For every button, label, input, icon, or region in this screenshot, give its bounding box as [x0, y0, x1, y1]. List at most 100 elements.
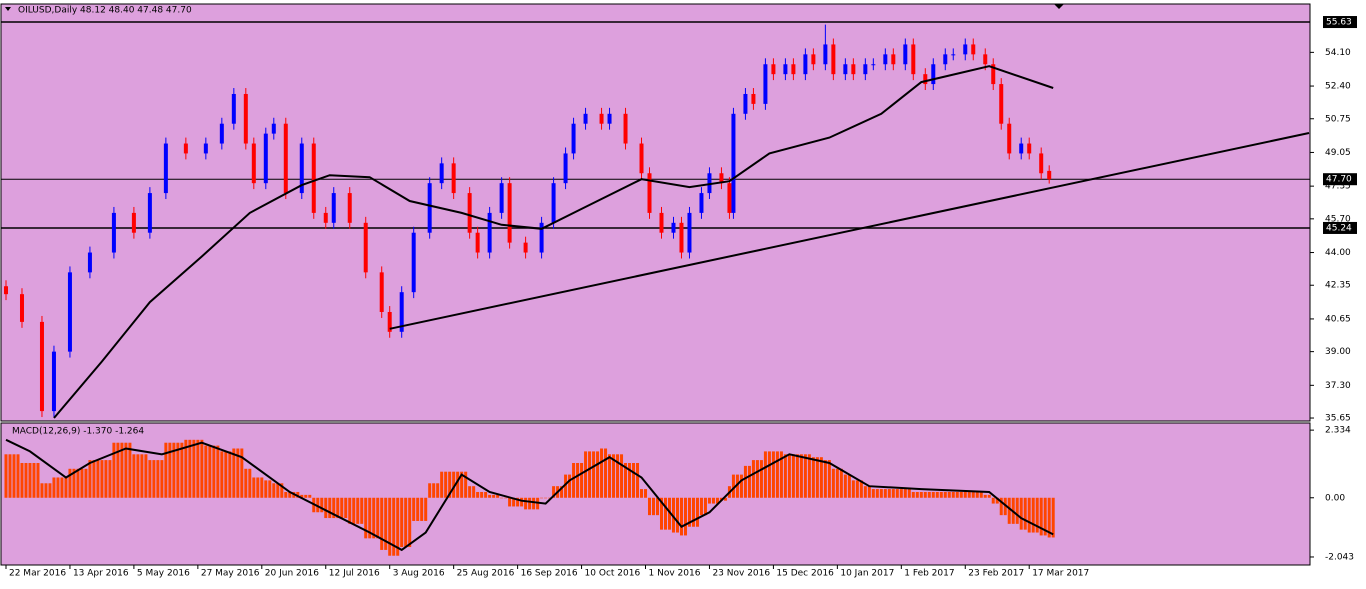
- y-tick-label: 42.35: [1325, 281, 1351, 291]
- shift-marker: [1054, 4, 1064, 9]
- candle-body: [647, 173, 652, 213]
- macd-bar: [492, 494, 496, 498]
- macd-bar: [24, 462, 28, 498]
- candle-body: [147, 193, 152, 233]
- macd-bar: [576, 462, 580, 498]
- macd-bar: [947, 491, 951, 498]
- macd-bar: [32, 462, 36, 498]
- level-label-box: [1323, 173, 1357, 186]
- macd-bar: [652, 497, 656, 516]
- macd-bar: [620, 454, 624, 498]
- macd-bar: [460, 471, 464, 498]
- macd-bar: [124, 442, 128, 498]
- macd-bar: [272, 483, 276, 498]
- candle-body: [507, 183, 512, 243]
- candle-body: [551, 183, 556, 223]
- macd-bar: [775, 451, 779, 498]
- macd-bar: [304, 494, 308, 498]
- y-tick-label: -2.043: [1325, 552, 1354, 562]
- y-tick-label: 35.65: [1325, 414, 1351, 424]
- macd-bar: [300, 494, 304, 498]
- macd-bar: [875, 489, 879, 498]
- macd-bar: [1043, 497, 1047, 536]
- macd-bar: [420, 497, 424, 521]
- macd-bar: [208, 445, 212, 498]
- x-tick-label: 17 Mar 2017: [1032, 569, 1089, 579]
- macd-bar: [76, 468, 80, 498]
- macd-bar: [392, 497, 396, 556]
- macd-bar: [819, 457, 823, 498]
- macd-bar: [592, 451, 596, 498]
- macd-bar: [244, 468, 248, 498]
- candle-body: [891, 54, 896, 65]
- macd-bar: [44, 483, 48, 498]
- macd-bar: [84, 468, 88, 498]
- macd-bar: [504, 497, 508, 499]
- macd-bar: [328, 497, 332, 519]
- candle-body: [911, 44, 916, 75]
- y-tick-label: 47.35: [1325, 182, 1351, 192]
- candle-body: [983, 54, 988, 65]
- candle-body: [923, 74, 928, 85]
- macd-bar: [883, 489, 887, 498]
- macd-bar: [188, 439, 192, 498]
- macd-bar: [152, 460, 156, 498]
- macd-bar: [296, 491, 300, 498]
- candle-body: [727, 183, 732, 213]
- macd-bar: [196, 439, 200, 498]
- macd-bar: [580, 462, 584, 498]
- macd-bar: [68, 468, 72, 498]
- macd-bar: [284, 491, 288, 498]
- x-tick-label: 22 Mar 2016: [9, 569, 66, 579]
- macd-bar: [472, 486, 476, 498]
- macd-bar: [783, 454, 787, 498]
- macd-bar: [943, 491, 947, 498]
- macd-bar: [807, 454, 811, 498]
- candle-body: [991, 64, 996, 85]
- candle-body: [971, 44, 976, 55]
- macd-bar: [48, 483, 52, 498]
- candle-body: [183, 143, 188, 154]
- candle-body: [523, 242, 528, 253]
- macd-bar: [128, 442, 132, 498]
- candle-body: [427, 183, 432, 233]
- candle-body: [283, 123, 288, 194]
- macd-bar: [368, 497, 372, 539]
- macd-bar: [843, 474, 847, 498]
- candle-body: [347, 193, 352, 223]
- macd-bar: [476, 491, 480, 498]
- candle-body: [163, 143, 168, 194]
- macd-title: MACD(12,26,9) -1.370 -1.264: [12, 427, 144, 437]
- menu-arrow[interactable]: [5, 7, 11, 11]
- macd-bar: [436, 483, 440, 498]
- chart-title: OILUSD,Daily 48.12 48.40 47.48 47.70: [18, 6, 192, 16]
- macd-bar: [336, 497, 340, 519]
- macd-bar: [280, 483, 284, 498]
- macd-signal: [5, 438, 1054, 552]
- macd-bar: [763, 451, 767, 498]
- macd-bar: [116, 442, 120, 498]
- macd-bar: [699, 497, 703, 516]
- macd-bar: [428, 483, 432, 498]
- macd-bar: [548, 497, 552, 499]
- macd-bar: [220, 451, 224, 498]
- macd-bar: [52, 477, 56, 498]
- candle-body: [831, 44, 836, 75]
- macd-bar: [911, 491, 915, 498]
- macd-bar: [588, 451, 592, 498]
- macd-bar: [372, 497, 376, 539]
- candle-body: [563, 153, 568, 184]
- candle-body: [743, 93, 748, 114]
- macd-bar: [440, 471, 444, 498]
- macd-bar: [915, 491, 919, 498]
- macd-bar: [999, 497, 1003, 516]
- candle-body: [439, 163, 444, 184]
- candle-body: [999, 84, 1004, 124]
- macd-bar: [364, 497, 368, 539]
- macd-bar: [564, 474, 568, 498]
- candle-body: [843, 64, 848, 75]
- macd-bar: [528, 497, 532, 510]
- macd-bar: [156, 460, 160, 498]
- macd-bar: [236, 448, 240, 498]
